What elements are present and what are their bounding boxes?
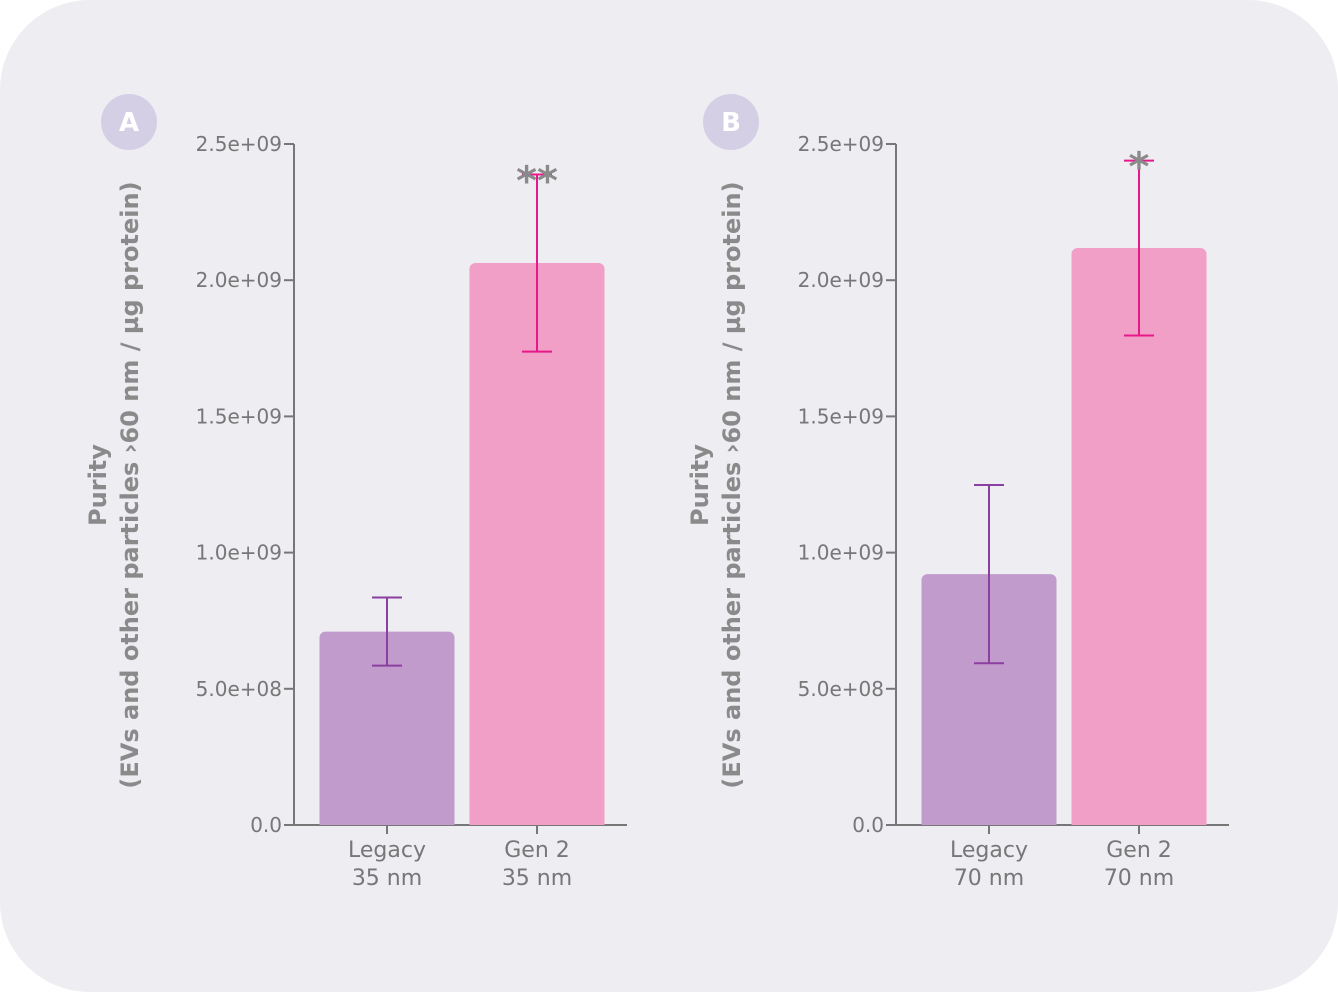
panel-badge <box>101 94 157 150</box>
y-axis-label: (EVs and other particles ›60 nm / µg pro… <box>718 181 746 788</box>
y-tick-label: 2.5e+09 <box>798 132 884 156</box>
bar-base <box>319 817 455 825</box>
bar <box>921 574 1057 825</box>
y-axis-label: (EVs and other particles ›60 nm / µg pro… <box>116 181 144 788</box>
x-tick-line: Legacy <box>348 838 426 863</box>
significance-label: * <box>1129 145 1150 191</box>
y-tick-label: 5.0e+08 <box>196 677 282 701</box>
x-tick-label: Legacy 35 nm <box>348 838 426 891</box>
bar-base <box>469 817 605 825</box>
x-tick-line: Legacy <box>950 838 1028 863</box>
y-tick-label: 1.0e+09 <box>798 541 884 565</box>
y-tick-label: 5.0e+08 <box>798 677 884 701</box>
x-tick-label: Legacy 70 nm <box>950 838 1028 891</box>
bar <box>469 263 605 825</box>
y-axis-label: Purity <box>84 444 112 526</box>
y-axis-label: Purity <box>686 444 714 526</box>
y-tick-label: 2.0e+09 <box>196 268 282 292</box>
panel-label: A <box>119 108 139 138</box>
error-bar <box>522 173 552 353</box>
x-tick-line: Gen 2 <box>504 838 570 863</box>
error-bar <box>372 596 402 667</box>
y-tick-label: 1.5e+09 <box>798 404 884 428</box>
y-tick-label: 0.0 <box>250 813 282 837</box>
error-bar <box>1124 159 1154 337</box>
x-tick-line: 35 nm <box>502 866 572 891</box>
y-tick-label: 0.0 <box>852 813 884 837</box>
x-tick-line: 70 nm <box>1104 866 1174 891</box>
x-tick-label: Gen 2 35 nm <box>502 838 572 891</box>
panel-label: B <box>721 108 741 138</box>
x-tick-line: 35 nm <box>352 866 422 891</box>
bar <box>319 631 455 825</box>
bar-base <box>921 817 1057 825</box>
y-tick-label: 2.0e+09 <box>798 268 884 292</box>
significance-label: ** <box>516 159 558 205</box>
x-tick-label: Gen 2 70 nm <box>1104 838 1174 891</box>
y-tick-label: 1.5e+09 <box>196 404 282 428</box>
y-tick-label: 2.5e+09 <box>196 132 282 156</box>
y-tick-label: 1.0e+09 <box>196 541 282 565</box>
bar <box>1071 248 1207 826</box>
error-bar <box>974 484 1004 665</box>
x-tick-line: Gen 2 <box>1106 838 1172 863</box>
x-tick-line: 70 nm <box>954 866 1024 891</box>
panel-badge <box>703 94 759 150</box>
bar-base <box>1071 817 1207 825</box>
